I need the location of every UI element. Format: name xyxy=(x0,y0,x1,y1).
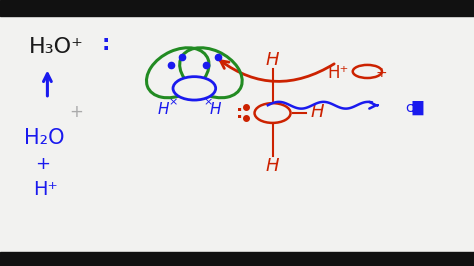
Text: H₃O⁺: H₃O⁺ xyxy=(28,37,83,57)
Text: +: + xyxy=(376,66,388,80)
Circle shape xyxy=(173,77,216,100)
Text: ×: × xyxy=(168,98,178,108)
Text: +: + xyxy=(69,103,83,121)
Text: H: H xyxy=(158,102,169,117)
Bar xyxy=(0,252,474,266)
Text: H: H xyxy=(266,51,279,69)
Text: H⁺: H⁺ xyxy=(327,64,348,82)
Text: H: H xyxy=(210,102,221,117)
Text: H: H xyxy=(311,103,324,121)
Text: :: : xyxy=(236,104,243,122)
Text: ×: × xyxy=(204,98,213,108)
Text: H⁺: H⁺ xyxy=(33,180,58,199)
Circle shape xyxy=(255,103,291,123)
Text: c█: c█ xyxy=(405,101,424,115)
Text: H: H xyxy=(266,157,279,175)
Bar xyxy=(0,0,474,16)
Text: :: : xyxy=(102,34,110,54)
Text: +: + xyxy=(35,155,50,173)
Text: H₂O: H₂O xyxy=(24,128,64,148)
